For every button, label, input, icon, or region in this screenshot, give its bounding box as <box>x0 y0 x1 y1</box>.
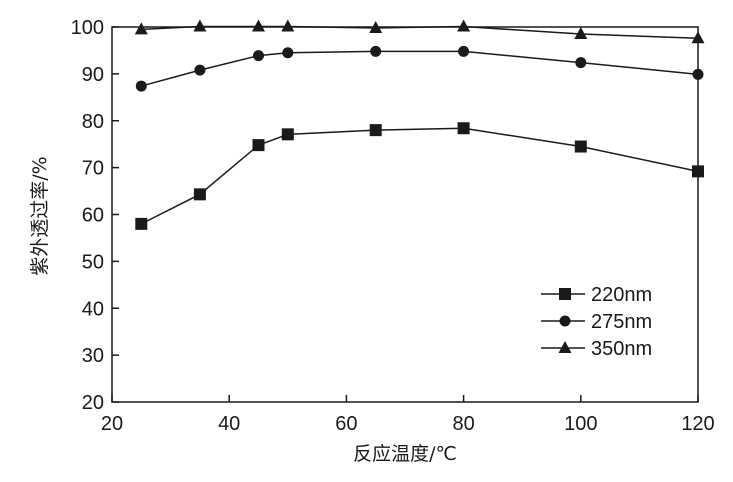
data-point-350nm <box>252 19 265 32</box>
data-point-350nm <box>457 19 471 32</box>
legend: 220nm 275nm 350nm <box>541 284 652 360</box>
data-point-275nm <box>692 68 704 80</box>
data-point-275nm <box>194 64 206 76</box>
y-tick-label: 60 <box>82 205 104 227</box>
data-point-350nm <box>193 19 207 32</box>
legend-marker <box>558 341 572 353</box>
series-220nm <box>135 122 704 230</box>
data-point-350nm <box>134 22 148 35</box>
data-point-220nm <box>135 217 148 230</box>
legend-marker <box>559 315 571 327</box>
y-axis-label: 紫外透过率/% <box>29 156 51 275</box>
x-tick-label: 120 <box>681 413 714 435</box>
x-tick-label: 20 <box>101 413 123 435</box>
data-point-220nm <box>193 188 206 201</box>
y-tick-label: 90 <box>82 64 104 86</box>
x-tick-label: 40 <box>218 413 240 435</box>
legend-item-350nm: 350nm <box>541 338 652 360</box>
series-line-275nm <box>141 50 699 87</box>
series-350nm <box>134 19 705 44</box>
data-point-220nm <box>574 140 587 153</box>
data-point-350nm <box>369 20 383 33</box>
data-point-220nm <box>457 122 470 135</box>
legend-item-220nm: 220nm <box>541 284 652 306</box>
series-line-350nm <box>141 25 699 39</box>
legend-label: 275nm <box>591 311 652 333</box>
x-axis-label: 反应温度/℃ <box>353 443 457 465</box>
legend-label: 220nm <box>591 284 652 306</box>
data-point-220nm <box>369 124 382 137</box>
data-point-350nm <box>691 31 705 44</box>
data-point-220nm <box>252 139 265 152</box>
data-point-220nm <box>281 128 294 141</box>
y-tick-label: 100 <box>71 17 104 39</box>
data-point-275nm <box>253 50 264 62</box>
x-tick-label: 80 <box>452 413 474 435</box>
y-tick-label: 70 <box>82 158 104 180</box>
series-275nm <box>135 45 704 92</box>
data-point-275nm <box>458 45 470 57</box>
legend-marker <box>559 288 571 300</box>
data-point-275nm <box>575 57 587 69</box>
data-point-275nm <box>370 45 382 57</box>
y-tick-label: 40 <box>82 298 104 320</box>
legend-item-275nm: 275nm <box>541 311 652 333</box>
data-point-350nm <box>281 19 295 32</box>
data-point-275nm <box>282 47 294 59</box>
data-point-220nm <box>692 165 704 178</box>
x-tick-label: 100 <box>564 413 597 435</box>
data-point-275nm <box>135 80 147 92</box>
data-point-350nm <box>574 27 588 40</box>
series-line-220nm <box>140 127 699 225</box>
y-tick-label: 80 <box>82 111 104 133</box>
y-tick-label: 50 <box>82 251 104 273</box>
y-tick-label: 20 <box>82 392 104 414</box>
x-tick-label: 60 <box>335 413 357 435</box>
y-tick-label: 30 <box>82 345 104 367</box>
legend-label: 350nm <box>591 338 652 360</box>
